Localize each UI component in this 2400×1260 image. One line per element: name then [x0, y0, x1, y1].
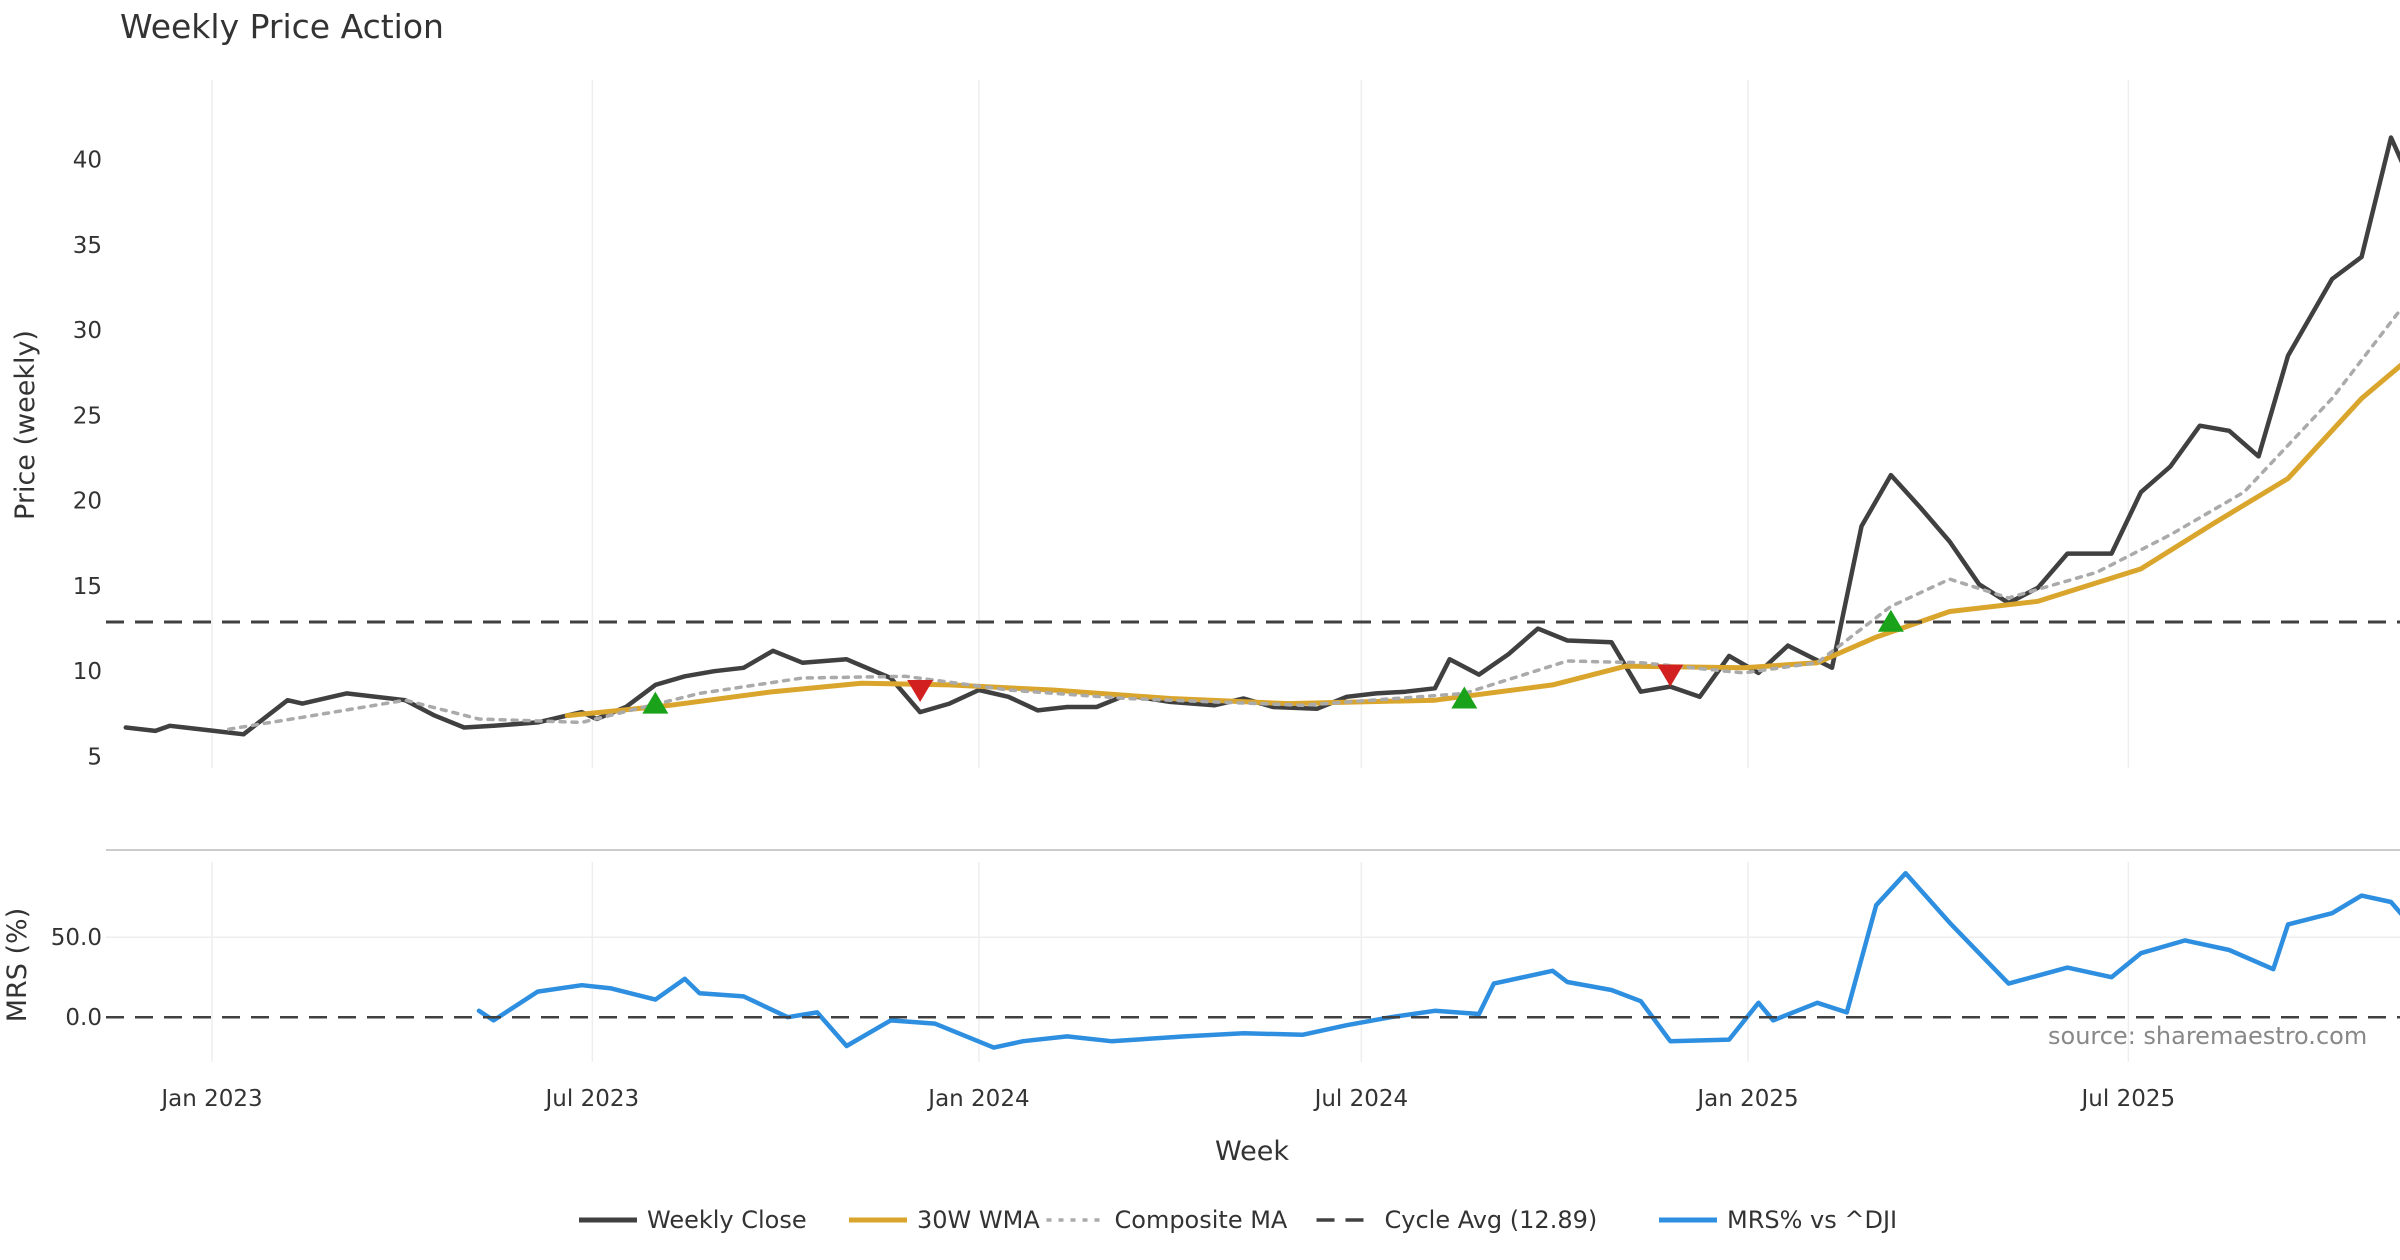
buy-signal-marker: [1451, 686, 1478, 709]
mrs-y-axis-label: MRS (%): [2, 908, 33, 1023]
x-axis-label: Week: [1215, 1136, 1289, 1167]
legend-item: Composite MA: [1046, 1206, 1288, 1234]
legend-item: Weekly Close: [579, 1206, 807, 1234]
mrs-panel: 0.0 50.0 MRS (%) source: sharemaestro.com: [2, 862, 2400, 1062]
price-y-ticks: 5 10 15 20 25 30 35 40: [73, 148, 102, 771]
mrs-gridlines: [106, 862, 2400, 1062]
price-y-tick-label: 20: [73, 489, 102, 515]
buy-signal-marker: [642, 691, 669, 714]
legend-item: MRS% vs ^DJI: [1659, 1206, 1897, 1234]
sell-signal-marker: [1657, 664, 1684, 687]
x-tick-label: Jan 2023: [159, 1086, 262, 1112]
legend: Weekly Close 30W WMA Composite MA Cycle Avg…: [579, 1206, 1897, 1234]
legend-label: Weekly Close: [647, 1206, 807, 1234]
legend-item: 30W WMA: [849, 1206, 1040, 1234]
price-y-tick-label: 5: [87, 744, 102, 770]
price-y-tick-label: 40: [73, 148, 102, 174]
price-gridlines: [211, 80, 2130, 768]
legend-label: Composite MA: [1115, 1206, 1288, 1234]
source-annotation: source: sharemaestro.com: [2048, 1022, 2367, 1050]
x-tick-label: Jan 2024: [926, 1086, 1029, 1112]
price-panel: 5 10 15 20 25 30 35 40 Price (weekly): [10, 80, 2400, 770]
price-y-axis-label: Price (weekly): [10, 330, 41, 520]
series-30w-wma: [564, 362, 2400, 719]
legend-label: Cycle Avg (12.89): [1385, 1206, 1598, 1234]
sell-signal-marker: [907, 679, 934, 702]
mrs-y-tick-label: 0.0: [65, 1005, 102, 1031]
x-tick-label: Jul 2023: [544, 1086, 640, 1112]
mrs-y-ticks: 0.0 50.0: [51, 925, 102, 1031]
mrs-y-tick-label: 50.0: [51, 925, 102, 951]
price-series: [106, 135, 2400, 737]
price-y-tick-label: 35: [73, 233, 102, 259]
series-composite-ma: [227, 307, 2400, 731]
x-tick-label: Jul 2024: [1313, 1086, 1409, 1112]
legend-item: Cycle Avg (12.89): [1316, 1206, 1598, 1234]
x-axis-ticks: Jan 2023 Jul 2023 Jan 2024 Jul 2024 Jan 2025…: [159, 1086, 2175, 1112]
mrs-series: [106, 870, 2400, 1050]
buy-signal-marker: [1877, 609, 1904, 632]
price-y-tick-label: 15: [73, 574, 102, 600]
price-y-tick-label: 10: [73, 659, 102, 685]
price-y-tick-label: 25: [73, 403, 102, 429]
x-tick-label: Jan 2025: [1695, 1086, 1798, 1112]
legend-label: 30W WMA: [917, 1206, 1040, 1234]
legend-label: MRS% vs ^DJI: [1727, 1206, 1897, 1234]
chart-title: Weekly Price Action: [120, 7, 444, 46]
series-mrs-vs-dji: [476, 870, 2400, 1050]
price-signals: [642, 609, 1904, 714]
price-y-tick-label: 30: [73, 318, 102, 344]
x-tick-label: Jul 2025: [2080, 1086, 2176, 1112]
